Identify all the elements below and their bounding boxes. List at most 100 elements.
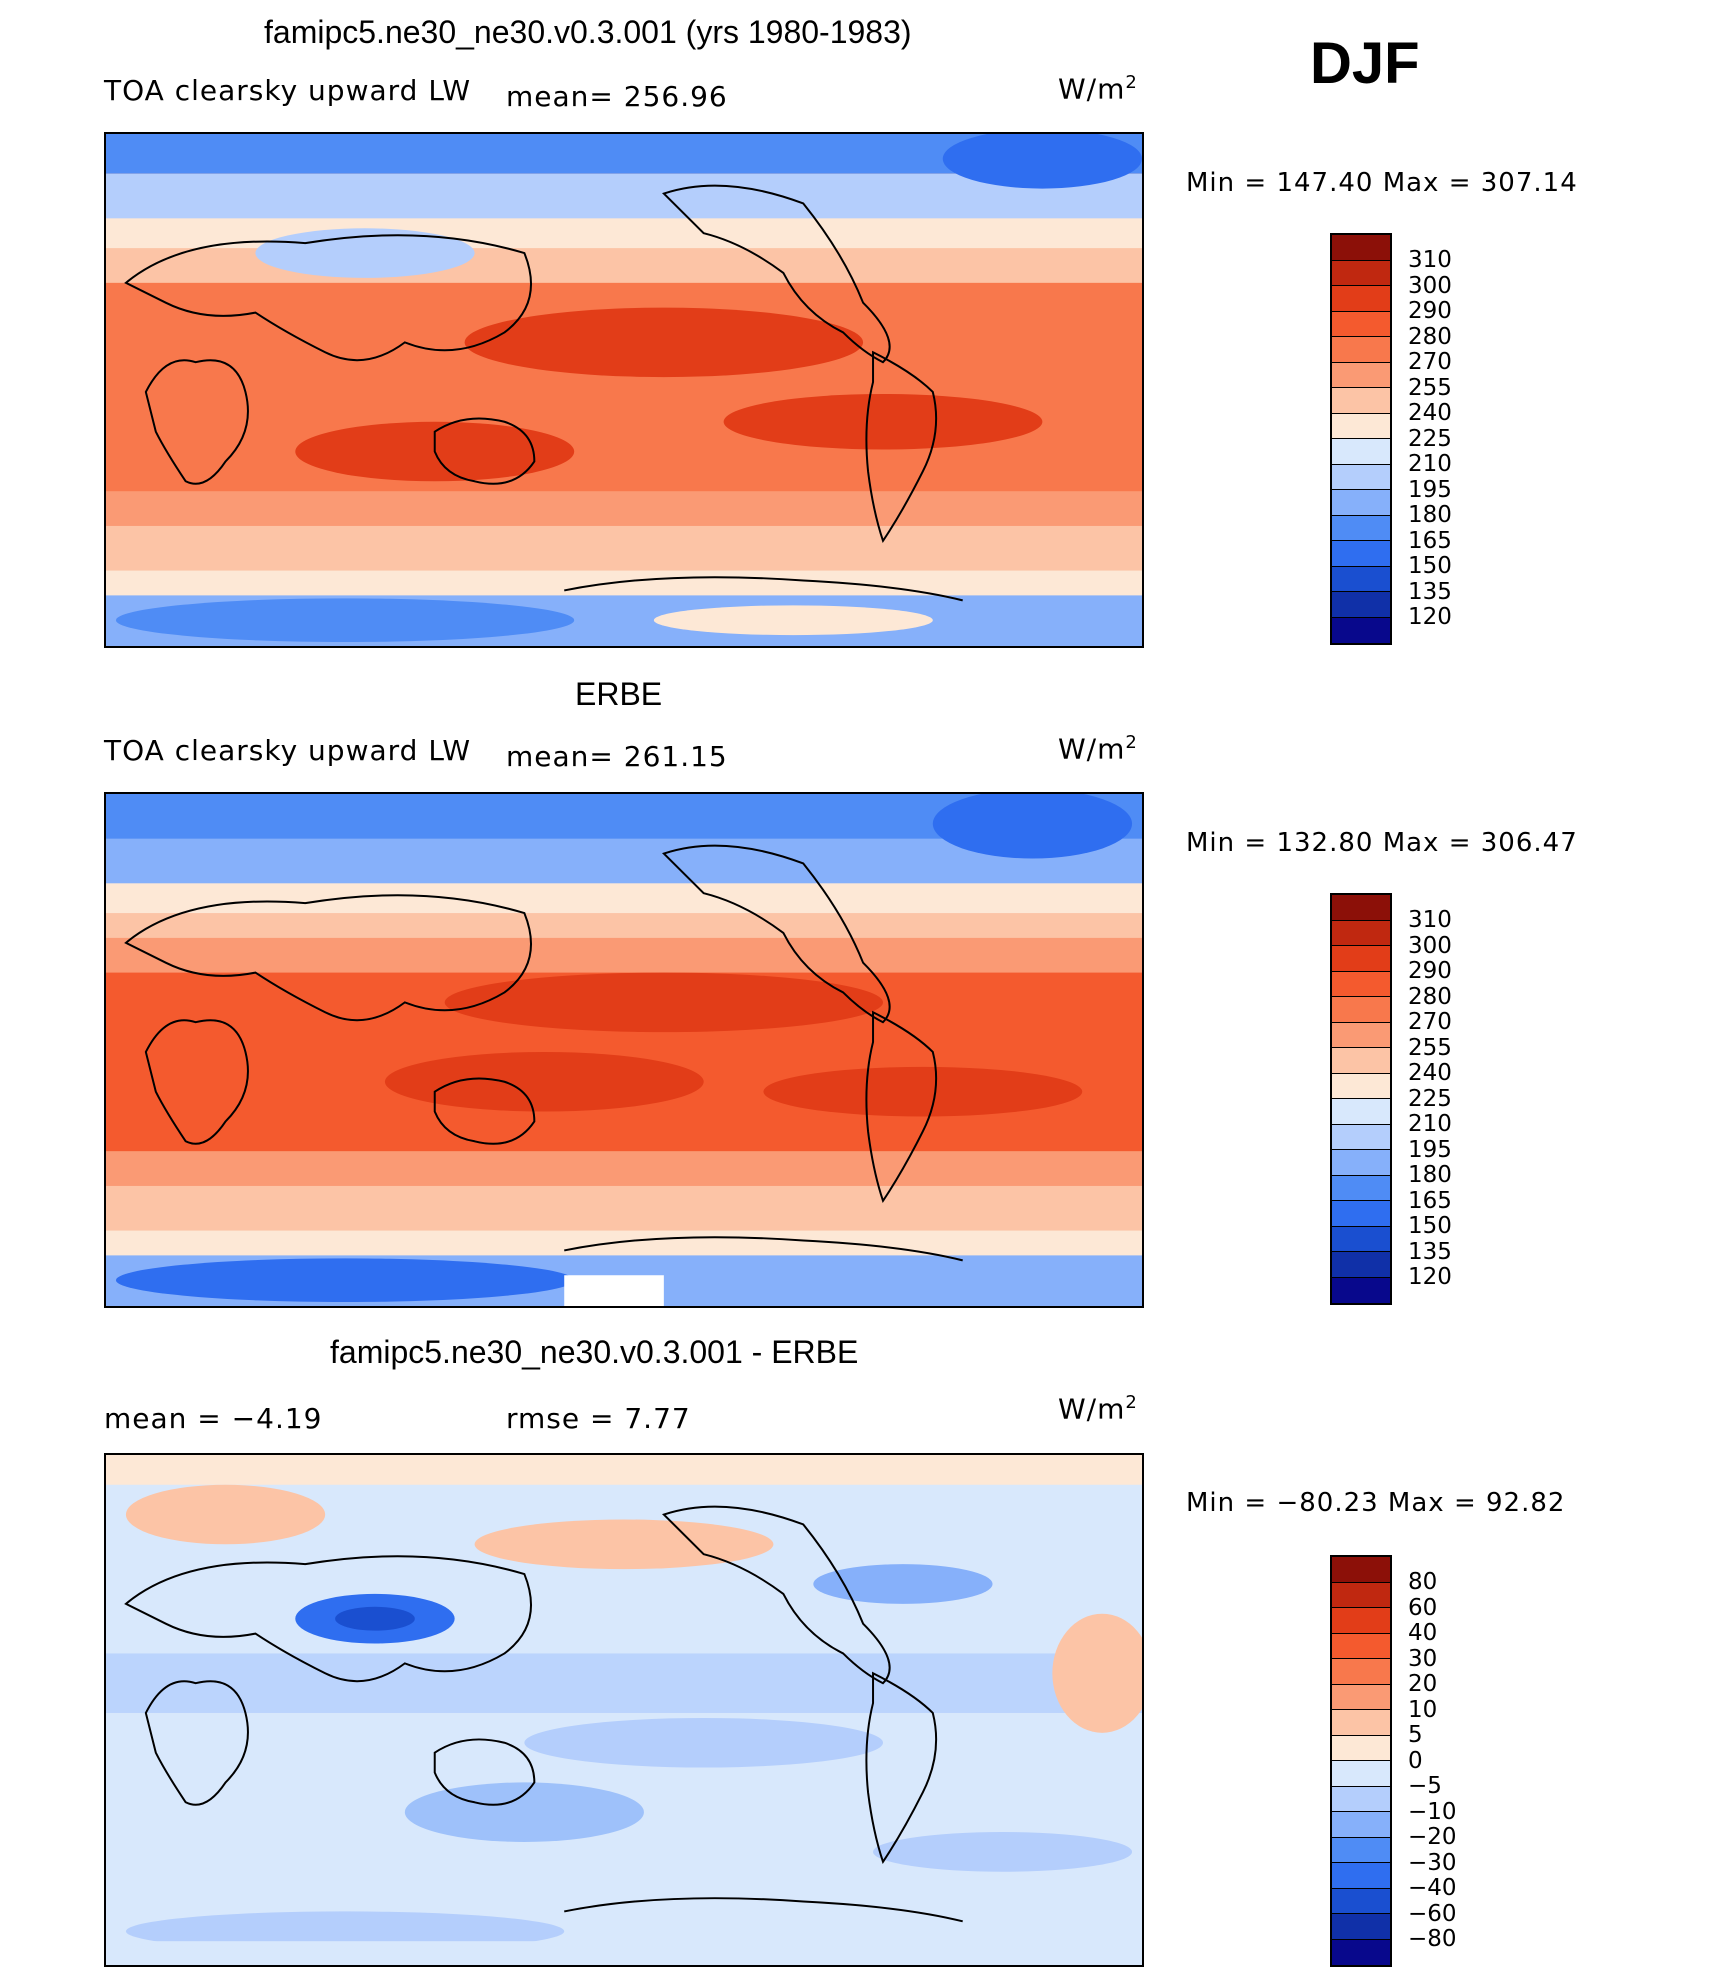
panel-1-min-max: Min = 147.40 Max = 307.14 <box>1186 168 1578 198</box>
panel-1-units: W/m2 <box>1058 72 1138 106</box>
colorbar-tick-label: 270 <box>1408 1009 1452 1035</box>
panel-2-variable-label: TOA clearsky upward LW <box>104 734 472 767</box>
colorbar-cell <box>1332 235 1390 261</box>
colorbar-tick-label: 210 <box>1408 451 1452 477</box>
colorbar-cell <box>1332 1888 1390 1914</box>
colorbar-tick-label: 10 <box>1408 1696 1438 1723</box>
colorbar-cell <box>1332 971 1390 997</box>
panel-3-units: W/m2 <box>1058 1392 1138 1426</box>
panel-1-variable-label: TOA clearsky upward LW <box>104 74 472 107</box>
colorbar-cell <box>1332 1048 1390 1074</box>
colorbar-cell <box>1332 1582 1390 1608</box>
colorbar-tick-label: −40 <box>1408 1875 1457 1901</box>
colorbar-tick-label: 210 <box>1408 1111 1452 1137</box>
colorbar-tick-label: 240 <box>1408 400 1452 426</box>
colorbar-cell <box>1332 1633 1390 1659</box>
colorbar-cell <box>1332 895 1390 921</box>
colorbar-cell <box>1332 286 1390 312</box>
colorbar-tick-label: 255 <box>1408 374 1452 401</box>
colorbar-tick-label: 240 <box>1408 1060 1452 1086</box>
panel-2-min-max: Min = 132.80 Max = 306.47 <box>1186 828 1578 858</box>
colorbar-cell <box>1332 541 1390 567</box>
colorbar-cell <box>1332 1837 1390 1863</box>
colorbar-tick-label: 300 <box>1408 932 1452 959</box>
colorbar-tick-label: 195 <box>1408 1136 1452 1163</box>
colorbar-tick-label: 120 <box>1408 1264 1452 1290</box>
panel-3-rmse-label: rmse = 7.77 <box>506 1402 691 1435</box>
colorbar-tick-label: 165 <box>1408 1187 1452 1214</box>
panel-1-mean-label: mean= 256.96 <box>506 80 728 113</box>
colorbar-tick-label: −5 <box>1408 1773 1442 1799</box>
colorbar-tick-label: 80 <box>1408 1569 1438 1595</box>
colorbar-tick-label: 180 <box>1408 502 1452 528</box>
colorbar-cell <box>1332 1226 1390 1252</box>
colorbar-tick-label: 135 <box>1408 1238 1452 1265</box>
colorbar-cell <box>1332 490 1390 516</box>
colorbar-cell <box>1332 1684 1390 1710</box>
colorbar-tick-label: 290 <box>1408 298 1452 324</box>
colorbar-cell <box>1332 1073 1390 1099</box>
panel-2-title: ERBE <box>575 676 663 712</box>
colorbar-tick-label: −10 <box>1408 1798 1457 1825</box>
panel-3-min-max: Min = −80.23 Max = 92.82 <box>1186 1488 1566 1518</box>
colorbar-tick-label: 150 <box>1408 1213 1452 1239</box>
panel-3-title: famipc5.ne30_ne30.v0.3.001 - ERBE <box>330 1334 859 1370</box>
colorbar-tick-label: 135 <box>1408 578 1452 605</box>
colorbar-cell <box>1332 260 1390 286</box>
colorbar-tick-label: −30 <box>1408 1849 1457 1876</box>
colorbar-cell <box>1332 920 1390 946</box>
colorbar-tick-label: 225 <box>1408 1085 1452 1112</box>
colorbar-cell <box>1332 1659 1390 1685</box>
colorbar-cell <box>1332 439 1390 465</box>
panel-3-colorbar <box>1330 1555 1392 1967</box>
colorbar-tick-label: 30 <box>1408 1645 1438 1672</box>
season-label: DJF <box>1310 31 1420 96</box>
colorbar-cell <box>1332 337 1390 363</box>
panel-2-colorbar <box>1330 893 1392 1305</box>
panel-1-title: famipc5.ne30_ne30.v0.3.001 (yrs 1980-198… <box>264 14 912 50</box>
colorbar-tick-label: 0 <box>1408 1747 1423 1774</box>
panel-3-mean-label: mean = −4.19 <box>104 1402 323 1435</box>
colorbar-tick-label: 150 <box>1408 553 1452 579</box>
colorbar-tick-label: −60 <box>1408 1900 1457 1927</box>
colorbar-cell <box>1332 946 1390 972</box>
colorbar-cell <box>1332 997 1390 1023</box>
colorbar-cell <box>1332 1557 1390 1583</box>
colorbar-tick-label: −80 <box>1408 1926 1457 1952</box>
colorbar-cell <box>1332 566 1390 592</box>
panel-3-map <box>104 1453 1144 1967</box>
colorbar-tick-label: 165 <box>1408 527 1452 554</box>
colorbar-cell <box>1332 1201 1390 1227</box>
panel-1-colorbar <box>1330 233 1392 645</box>
colorbar-cell <box>1332 1735 1390 1761</box>
colorbar-cell <box>1332 1914 1390 1940</box>
colorbar-tick-label: 40 <box>1408 1620 1438 1646</box>
colorbar-tick-label: 195 <box>1408 476 1452 503</box>
colorbar-tick-label: 60 <box>1408 1594 1438 1621</box>
colorbar-cell <box>1332 1150 1390 1176</box>
colorbar-cell <box>1332 1252 1390 1278</box>
colorbar-cell <box>1332 362 1390 388</box>
colorbar-tick-label: −20 <box>1408 1824 1457 1850</box>
colorbar-cell <box>1332 1608 1390 1634</box>
colorbar-cell <box>1332 1277 1390 1303</box>
colorbar-cell <box>1332 388 1390 414</box>
colorbar-cell <box>1332 592 1390 618</box>
panel-2-units: W/m2 <box>1058 732 1138 766</box>
colorbar-tick-label: 310 <box>1408 247 1452 273</box>
colorbar-cell <box>1332 311 1390 337</box>
colorbar-tick-label: 270 <box>1408 349 1452 375</box>
colorbar-tick-label: 290 <box>1408 958 1452 984</box>
colorbar-tick-label: 310 <box>1408 907 1452 933</box>
colorbar-tick-label: 5 <box>1408 1722 1423 1748</box>
colorbar-cell <box>1332 413 1390 439</box>
colorbar-tick-label: 280 <box>1408 323 1452 350</box>
panel-1-map <box>104 132 1144 648</box>
colorbar-cell <box>1332 1786 1390 1812</box>
panel-2-mean-label: mean= 261.15 <box>506 740 728 773</box>
colorbar-cell <box>1332 1175 1390 1201</box>
colorbar-tick-label: 120 <box>1408 604 1452 630</box>
colorbar-cell <box>1332 515 1390 541</box>
colorbar-cell <box>1332 1761 1390 1787</box>
colorbar-cell <box>1332 617 1390 643</box>
